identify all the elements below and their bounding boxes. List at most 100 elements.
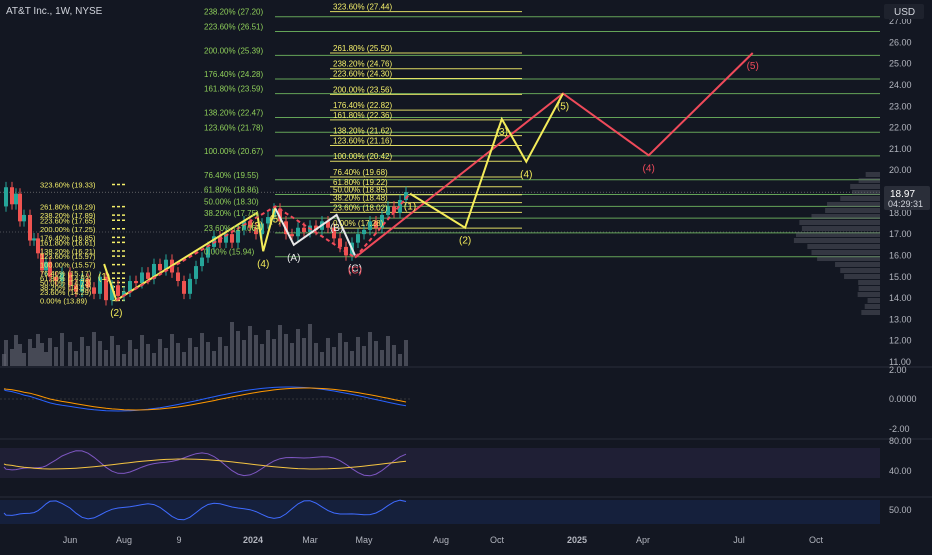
y-tick-label: 27.00 (889, 16, 912, 26)
fib-label: 138.20% (21.62) (333, 127, 392, 136)
x-tick-label: May (355, 535, 373, 545)
fib-label: 50.00% (18.85) (333, 186, 388, 195)
candle-body (248, 221, 252, 228)
fib-label: 138.20% (16.21) (40, 247, 96, 256)
volume-bar (380, 350, 384, 366)
volume-bar (386, 336, 390, 366)
countdown-timer: 04:29:31 (888, 199, 923, 209)
fib-label: 176.40% (22.82) (333, 101, 392, 110)
candle-body (18, 193, 22, 222)
candle-body (356, 234, 360, 243)
volume-bar (110, 336, 114, 366)
candle-body (152, 263, 156, 279)
fib-label: 100.00% (15.57) (40, 261, 96, 270)
candle-body (4, 187, 8, 207)
fib-label: 123.60% (15.97) (40, 252, 96, 261)
candle-body (404, 192, 408, 201)
volume-profile-bar (817, 256, 880, 261)
fib-label: 176.40% (24.28) (204, 70, 263, 79)
fib-label: 261.80% (25.50) (333, 44, 392, 53)
currency-label: USD (894, 7, 915, 18)
pane-tick-label: 50.00 (889, 505, 912, 515)
volume-bar (284, 334, 288, 366)
current-price: 18.97 (890, 189, 915, 200)
volume-bar (146, 344, 150, 366)
y-tick-label: 17.00 (889, 229, 912, 239)
volume-bar (48, 338, 52, 366)
candle-body (44, 261, 48, 271)
candle-body (326, 221, 330, 228)
price-badge (884, 186, 930, 210)
wave-label: (C) (348, 263, 362, 274)
candle-body (68, 272, 72, 286)
candle-body (104, 276, 108, 301)
fib-label: 50.00% (18.30) (204, 197, 259, 206)
fib-label: 76.40% (19.55) (204, 171, 259, 180)
x-tick-label: Apr (636, 535, 650, 545)
volume-bar (362, 346, 366, 366)
candle-body (380, 214, 384, 228)
y-tick-label: 21.00 (889, 144, 912, 154)
volume-bar (194, 347, 198, 366)
candle-body (314, 225, 318, 230)
price-axis[interactable]: 27.00 26.00 25.00 24.00 23.00 22.00 21.00 20.00… (889, 16, 912, 367)
fib-label: 176.40% (16.85) (40, 233, 96, 242)
elliott-waves: (1)(2)(3)(4)(5)(A)(B)(C)(C)(1)(4)(5)(1)(… (98, 52, 759, 319)
currency-badge[interactable] (884, 4, 924, 19)
volume-bar (68, 342, 72, 366)
osc-band (0, 500, 880, 524)
chart-title: AT&T Inc., 1W, NYSE (6, 6, 103, 17)
volume-profile-bar (857, 292, 880, 297)
candle-body (80, 278, 84, 292)
wave-label: (5) (747, 61, 759, 72)
volume-bar (134, 349, 138, 366)
candle-body (36, 238, 40, 254)
candle-body (290, 234, 294, 237)
volume-profile-bar (858, 286, 880, 291)
pane-tick-label: 2.00 (889, 365, 907, 375)
volume-bar (404, 340, 408, 366)
fib-label: 123.60% (21.78) (204, 123, 263, 132)
candle-body (10, 187, 14, 205)
volume-bar (224, 346, 228, 366)
candle-body (158, 263, 162, 271)
fib-label: 223.60% (17.65) (40, 216, 96, 225)
y-tick-label: 25.00 (889, 59, 912, 69)
volume-bar (86, 346, 90, 366)
volume-bar (28, 339, 32, 366)
candle-body (200, 257, 204, 267)
fib-label: 38.20% (18.48) (333, 194, 388, 203)
candle-body (74, 285, 78, 292)
volume-bar (350, 351, 354, 366)
volume-bar (74, 351, 78, 366)
volume-bar (10, 349, 14, 366)
volume-profile-bar (827, 202, 880, 207)
fib-label: 0.00% (17.28) (333, 219, 384, 228)
pane-tick-label: 0.0000 (889, 394, 917, 404)
macd-signal (3, 387, 407, 411)
candle-body (230, 234, 234, 243)
volume-bar (230, 322, 234, 366)
candle-body (398, 200, 402, 213)
y-tick-label: 11.00 (889, 357, 911, 367)
candle-body (266, 217, 270, 224)
volume-profile-bar (835, 262, 880, 267)
time-axis[interactable]: Jun Aug 9 2024 Mar May Aug Oct 2025 Apr Jul Oct (63, 535, 824, 545)
fib-label: 161.80% (23.59) (204, 85, 263, 94)
volume-bar (104, 350, 108, 366)
wave-red-projection (354, 52, 754, 259)
fib-label: 23.60% (14.29) (40, 288, 92, 297)
volume-bar (18, 344, 22, 366)
volume-bar (170, 334, 174, 366)
volume-bar (92, 332, 96, 366)
candle-body (332, 227, 336, 239)
volume-bar (22, 353, 26, 366)
candle-body (14, 193, 18, 205)
volume-bar (302, 338, 306, 366)
wave-white-abc (274, 208, 356, 256)
candle-body (60, 272, 64, 282)
volume-bar (158, 339, 162, 366)
candle-body (392, 206, 396, 213)
